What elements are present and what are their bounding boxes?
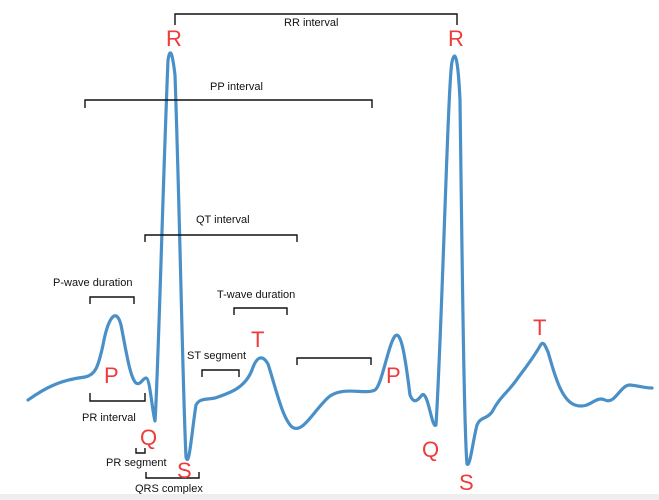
ecg-trace xyxy=(26,51,654,466)
rr-interval-bracket xyxy=(174,13,458,25)
qt-interval-label: QT interval xyxy=(196,214,250,226)
rr-interval-label: RR interval xyxy=(284,17,338,29)
st-segment-bracket xyxy=(201,369,240,377)
pp-interval-label: PP interval xyxy=(210,81,263,93)
p-wave-duration-bracket xyxy=(89,296,135,304)
tp-interval-bracket xyxy=(296,357,372,365)
pr-segment-label: PR segment xyxy=(106,457,167,469)
s-wave-label-1: S xyxy=(177,458,192,483)
st-segment-label: ST segment xyxy=(187,350,246,362)
r-wave-label-2: R xyxy=(448,26,464,51)
t-wave-duration-label: T-wave duration xyxy=(217,289,295,301)
pp-interval-bracket xyxy=(84,99,373,108)
p-wave-label-2: P xyxy=(386,363,401,388)
pr-interval-bracket xyxy=(89,393,146,402)
q-wave-label-1: Q xyxy=(140,425,157,450)
qt-interval-bracket xyxy=(144,234,298,242)
pr-interval-label: PR interval xyxy=(82,412,136,424)
p-wave-label-1: P xyxy=(104,363,119,388)
qrs-complex-bracket xyxy=(145,472,200,479)
t-wave-label-2: T xyxy=(533,315,546,340)
s-wave-label-2: S xyxy=(459,470,474,495)
bottom-divider xyxy=(0,494,659,500)
qrs-complex-label: QRS complex xyxy=(135,483,203,495)
r-wave-label-1: R xyxy=(166,26,182,51)
t-wave-duration-bracket xyxy=(233,307,288,315)
q-wave-label-2: Q xyxy=(422,437,439,462)
p-wave-duration-label: P-wave duration xyxy=(53,277,133,289)
pr-segment-bracket xyxy=(135,448,146,454)
t-wave-label-1: T xyxy=(251,327,264,352)
